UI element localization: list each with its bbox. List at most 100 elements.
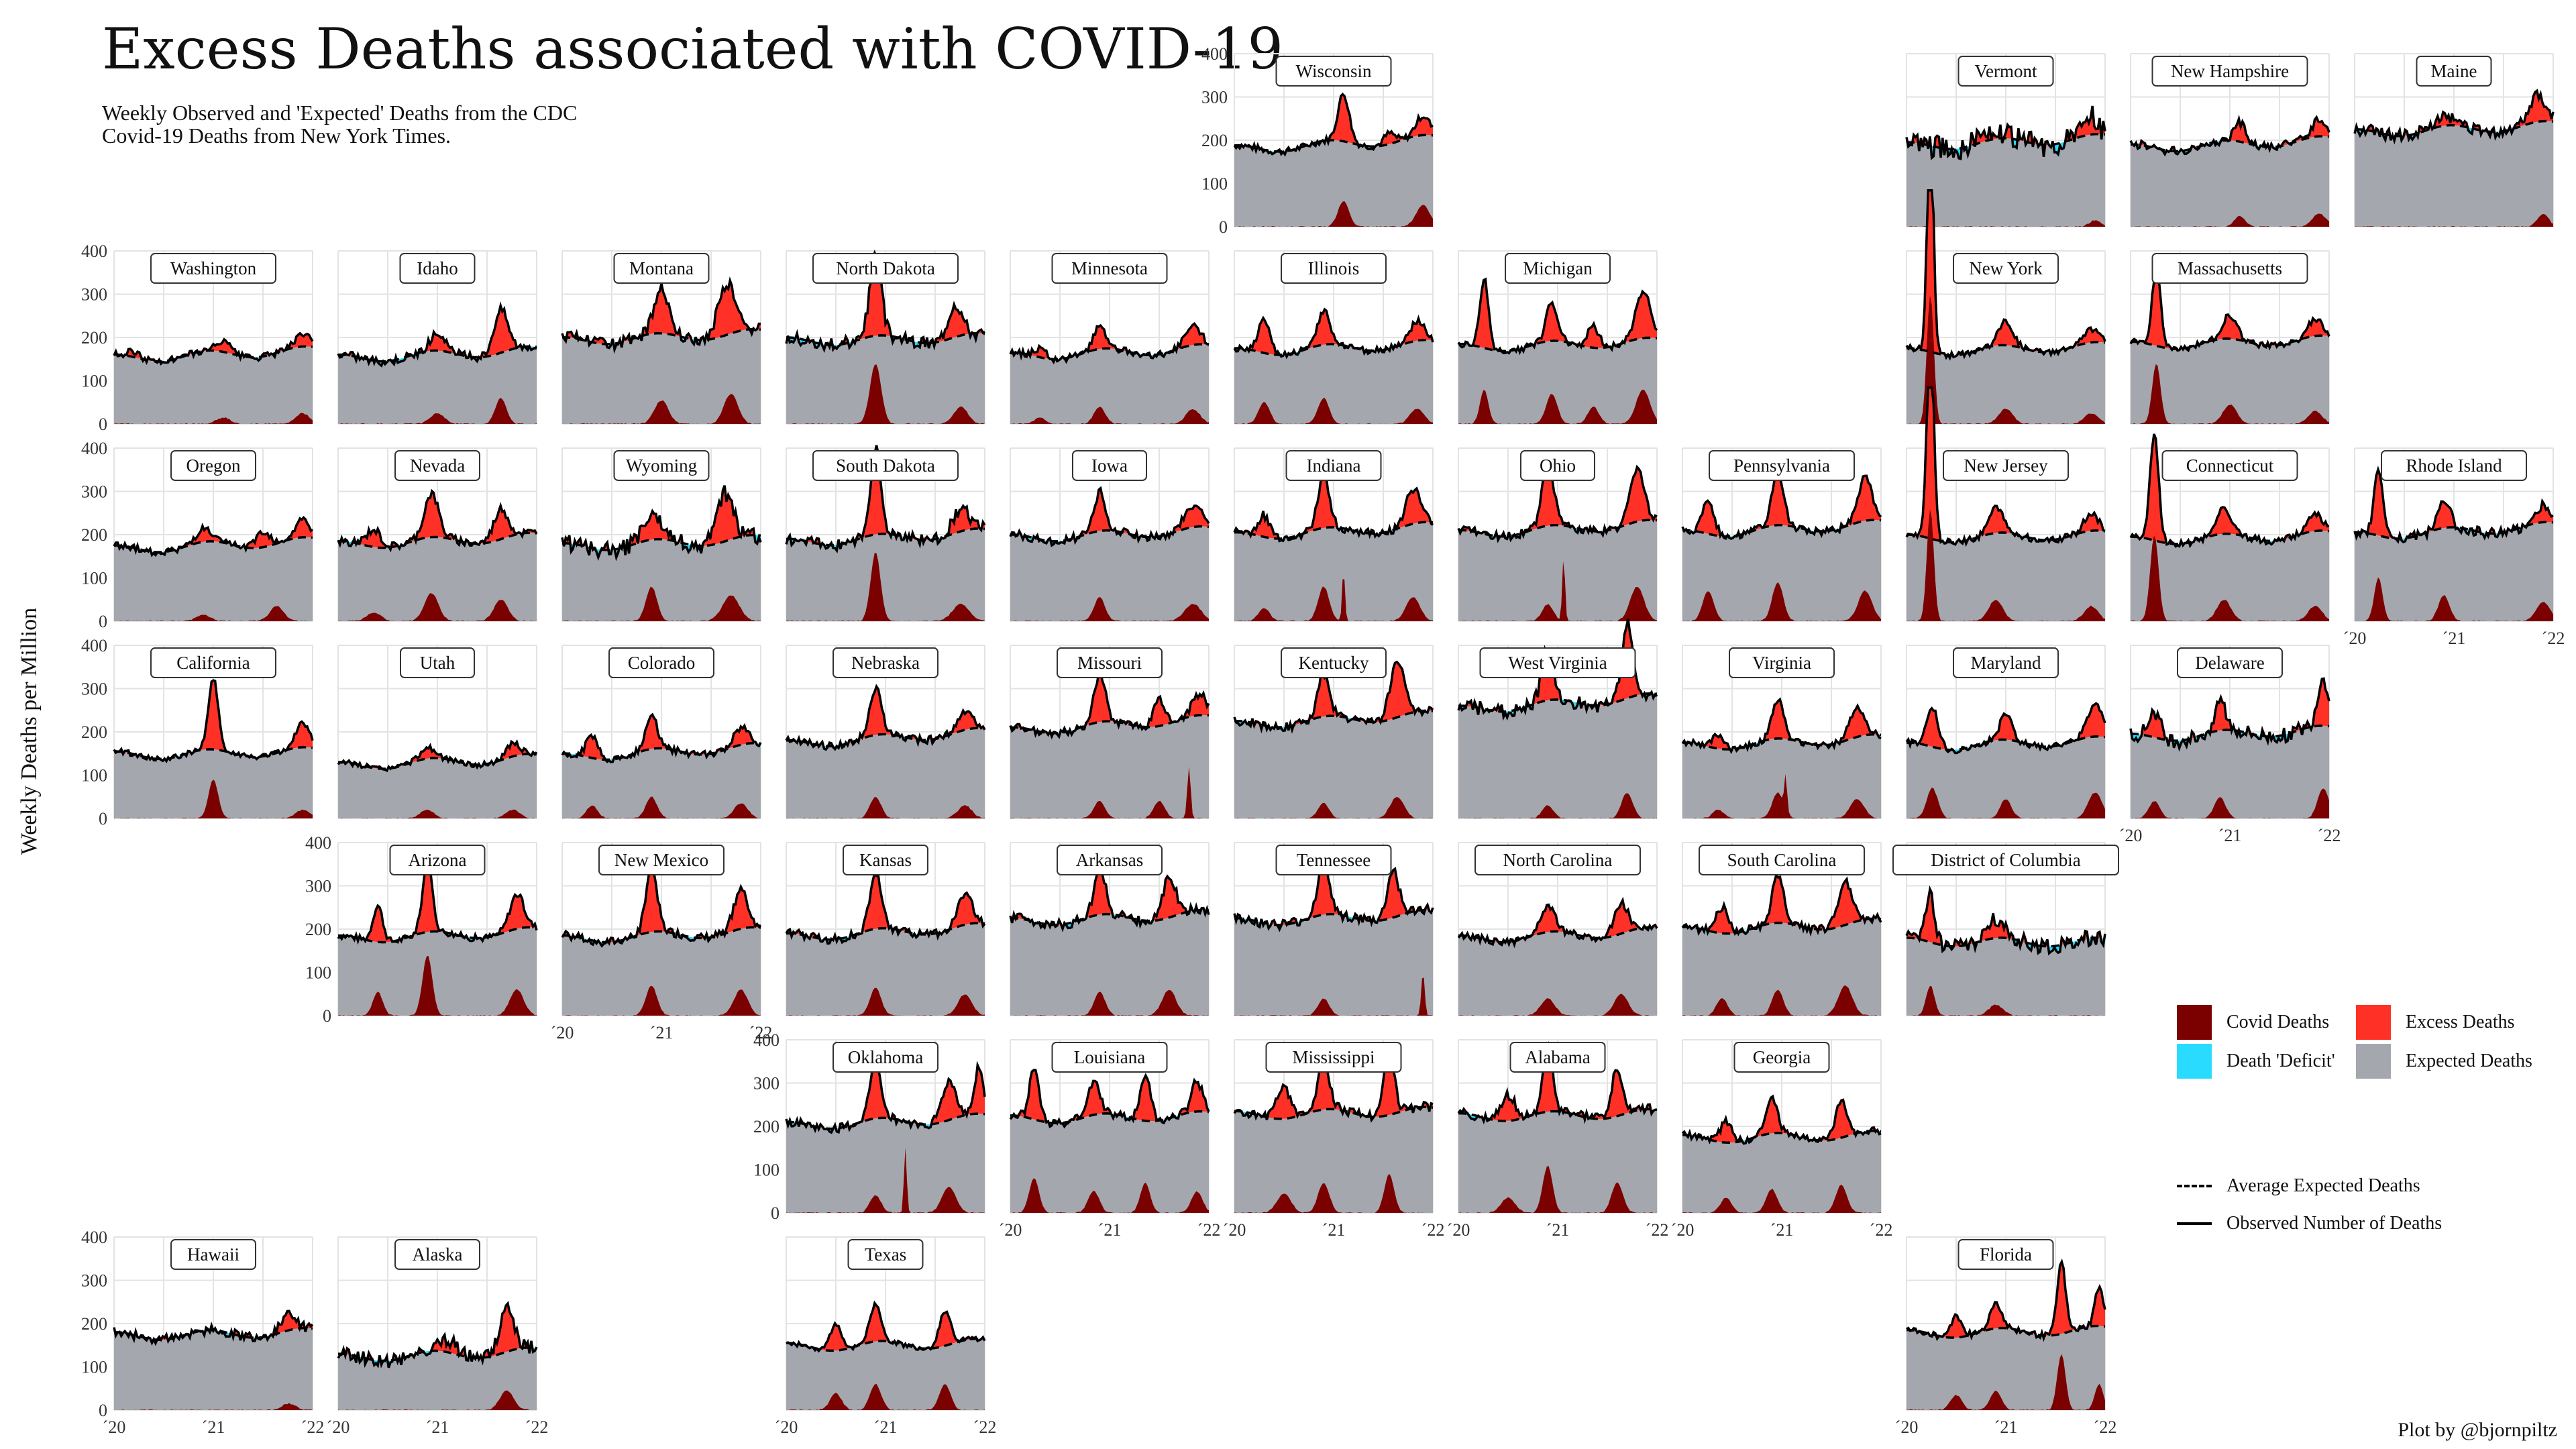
x-tick-label: ´21 <box>426 1417 449 1437</box>
expected-area <box>786 528 985 621</box>
facet-label: Oklahoma <box>848 1047 923 1067</box>
legend-label: Excess Deaths <box>2406 1012 2515 1032</box>
covid-area <box>2131 788 2329 818</box>
observed-line <box>1905 105 2106 160</box>
covid-area <box>562 586 761 621</box>
legend-item-excess-deaths: Excess Deaths <box>2356 1005 2515 1040</box>
y-tick-label: 100 <box>81 372 107 391</box>
expected-area <box>1234 1107 1433 1213</box>
covid-area <box>786 552 985 621</box>
panel-tennessee: Tennessee <box>1233 842 1434 1016</box>
observed-line <box>1906 1258 2106 1342</box>
facet-label: Missouri <box>1077 653 1142 673</box>
covid-area <box>114 779 313 818</box>
observed-line <box>2129 265 2330 353</box>
panel-north-carolina: North Carolina <box>1457 842 1658 1016</box>
panel-delaware: Delaware ´20 ´21 ´22 <box>2119 645 2341 845</box>
facet-label-box <box>2416 56 2492 87</box>
expected-area <box>1907 937 2105 1016</box>
observed-line <box>1457 618 1658 721</box>
observed-line <box>1457 457 1658 543</box>
covid-area <box>1458 561 1657 621</box>
expected-area <box>1682 1130 1881 1213</box>
facet-label: New York <box>1969 258 2043 278</box>
panel-michigan: Michigan <box>1457 250 1658 425</box>
y-tick-label: 300 <box>81 1271 107 1291</box>
covid-area <box>114 1403 313 1410</box>
covid-area <box>1907 985 2105 1016</box>
observed-line <box>1233 92 1434 157</box>
x-tick-label: ´21 <box>1098 1220 1122 1240</box>
observed-line <box>561 865 762 948</box>
covid-area <box>562 796 761 818</box>
facet-label-box <box>1051 253 1168 284</box>
observed-line <box>561 485 762 561</box>
covid-area <box>338 955 537 1016</box>
legend-swatch-covid <box>2177 1005 2212 1040</box>
observed-line <box>785 684 986 751</box>
excess-area <box>1907 1261 2105 1338</box>
facet-label-box <box>170 1239 256 1270</box>
panel-nebraska: Nebraska <box>785 645 986 819</box>
y-tick-label: 400 <box>1201 44 1228 64</box>
panel-vermont: Vermont <box>1905 53 2106 227</box>
y-tick-label: 300 <box>305 877 331 896</box>
credit: Plot by @bjornpiltz <box>2398 1419 2557 1441</box>
covid-area <box>2131 535 2329 621</box>
facet-label: Wyoming <box>626 455 697 476</box>
y-tick-label: 0 <box>1219 217 1228 237</box>
excess-area <box>1010 869 1209 925</box>
expected-line <box>2354 521 2554 540</box>
panel-montana: Montana <box>561 250 761 425</box>
observed-line <box>113 1309 314 1346</box>
covid-area <box>1682 1185 1881 1213</box>
panel-georgia: Georgia ´20 ´21 ´22 <box>1671 1039 1892 1240</box>
observed-line <box>113 515 313 557</box>
facet-label-box <box>1275 56 1392 87</box>
facet-label-box <box>1275 845 1392 875</box>
facet-label: Arkansas <box>1076 850 1143 870</box>
observed-line <box>337 488 538 553</box>
panel-california: California 0 100 200 300 400 <box>81 636 314 828</box>
x-tick-label: ´21 <box>2218 826 2242 845</box>
facet-label-box <box>1281 647 1387 678</box>
covid-area <box>2131 364 2329 424</box>
facet-label: New Jersey <box>1964 455 2048 476</box>
panel-florida: Florida ´20 ´21 ´22 <box>1895 1236 2116 1437</box>
y-tick-label: 200 <box>1201 131 1228 150</box>
y-tick-label: 200 <box>81 1314 107 1334</box>
facet-label: New Hampshire <box>2171 61 2289 81</box>
facet-label: North Carolina <box>1503 850 1613 870</box>
x-tick-label: ´20 <box>103 1417 126 1437</box>
expected-area <box>1010 526 1209 621</box>
expected-area <box>338 1347 537 1410</box>
facet-label-box <box>389 845 486 875</box>
x-tick-label: ´20 <box>2343 629 2367 648</box>
expected-line <box>1010 525 1210 543</box>
covid-area <box>2355 577 2553 621</box>
expected-line <box>1458 1108 1658 1122</box>
panel-pennsylvania: Pennsylvania <box>1681 447 1882 622</box>
facet-label: Washington <box>170 258 257 278</box>
observed-line <box>1681 872 1882 937</box>
observed-line <box>113 679 314 763</box>
expected-line <box>337 926 537 944</box>
y-tick-label: 400 <box>305 833 331 853</box>
observed-line <box>1009 669 1210 740</box>
facet-label: Nevada <box>410 455 465 476</box>
excess-area <box>1458 619 1657 712</box>
panel-louisiana: Louisiana ´20 ´21 ´22 <box>999 1039 1220 1240</box>
panel-missouri: Missouri <box>1009 645 1210 819</box>
y-tick-label: 100 <box>81 569 107 588</box>
covid-area <box>1907 509 2105 621</box>
expected-area <box>1458 520 1657 621</box>
panel-virginia: Virginia <box>1681 645 1882 819</box>
deficit-area <box>786 333 985 350</box>
excess-area <box>1458 900 1657 943</box>
expected-area <box>114 1328 313 1410</box>
observed-line <box>1905 702 2106 755</box>
covid-area <box>2131 213 2329 227</box>
y-tick-label: 300 <box>753 1074 780 1093</box>
covid-area <box>786 796 985 818</box>
facet-label-box <box>150 647 276 678</box>
